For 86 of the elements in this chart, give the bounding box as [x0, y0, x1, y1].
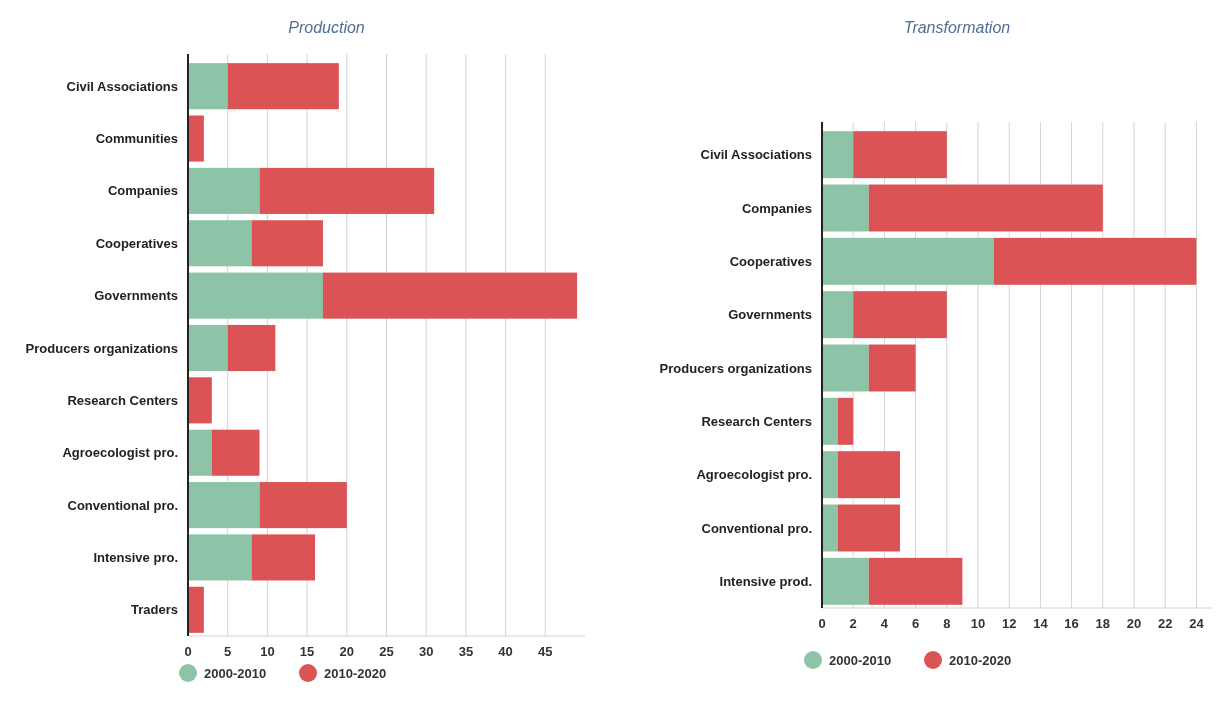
bar [188, 482, 260, 529]
x-tick-label: 20 [1126, 616, 1142, 631]
x-tick-label: 16 [1064, 616, 1079, 631]
x-tick-label: 35 [458, 644, 474, 659]
x-tick-label: 20 [339, 644, 355, 659]
bar [822, 291, 854, 339]
bar [837, 451, 900, 499]
bar [227, 324, 276, 372]
x-tick-label: 18 [1095, 616, 1111, 631]
bar [188, 220, 252, 267]
y-tick-label: Agroecologist pro. [696, 467, 812, 483]
y-tick-label: Research Centers [701, 413, 812, 429]
bar [822, 451, 838, 499]
x-tick-label: 0 [818, 616, 826, 631]
y-tick-label: Communities [95, 131, 178, 147]
bar [188, 115, 204, 162]
bar [188, 167, 260, 214]
x-tick-label: 40 [498, 644, 513, 659]
bar [868, 557, 963, 605]
y-tick-label: Research Centers [67, 392, 178, 408]
bar [211, 429, 260, 476]
x-tick-label: 10 [260, 644, 275, 659]
x-tick-label: 22 [1157, 616, 1173, 631]
x-tick-label: 5 [224, 644, 232, 659]
x-tick-label: 30 [418, 644, 434, 659]
y-tick-label: Conventional pro. [67, 497, 178, 513]
bar [188, 63, 228, 110]
x-tick-label: 12 [1001, 616, 1017, 631]
y-tick-label: Companies [107, 183, 178, 199]
bar [322, 272, 578, 319]
y-tick-label: Intensive prod. [719, 573, 812, 589]
bar [822, 504, 838, 552]
bar [868, 344, 916, 392]
x-tick-label: 14 [1033, 616, 1049, 631]
legend-label: 2010-2020 [324, 665, 387, 681]
bar [188, 586, 204, 633]
y-tick-label: Producers organizations [25, 340, 178, 356]
x-tick-label: 10 [970, 616, 986, 631]
bar [188, 534, 252, 581]
bar [259, 167, 435, 214]
bar [251, 534, 316, 581]
bar [188, 324, 228, 372]
bar [188, 377, 212, 424]
bar [259, 482, 347, 529]
bar [853, 131, 947, 179]
y-tick-label: Traders [131, 602, 178, 618]
bar [993, 237, 1197, 285]
bar [188, 429, 212, 476]
bar [251, 220, 323, 267]
x-tick-label: 25 [379, 644, 394, 659]
y-tick-label: Civil Associations [700, 147, 812, 163]
y-tick-label: Agroecologist pro. [62, 445, 178, 461]
bar [822, 344, 869, 392]
x-tick-label: 45 [538, 644, 553, 659]
y-tick-label: Companies [741, 200, 812, 216]
x-tick-label: 8 [943, 616, 951, 631]
y-tick-label: Producers organizations [659, 360, 812, 376]
y-tick-label: Conventional pro. [701, 520, 812, 536]
bar [822, 397, 838, 445]
bar [868, 184, 1103, 232]
y-tick-label: Civil Associations [66, 78, 178, 94]
chart-title: Production [288, 19, 365, 36]
y-tick-label: Cooperatives [95, 235, 178, 251]
y-tick-label: Governments [94, 288, 178, 304]
x-tick-label: 15 [299, 644, 315, 659]
chart-title: Transformation [903, 19, 1011, 36]
x-tick-label: 4 [880, 616, 889, 631]
bar [822, 557, 869, 605]
bar [837, 504, 900, 552]
legend-label: 2010-2020 [949, 652, 1012, 668]
y-tick-label: Governments [728, 307, 812, 323]
bar [227, 63, 339, 110]
y-tick-label: Intensive pro. [93, 550, 178, 565]
y-tick-label: Cooperatives [729, 253, 812, 269]
bar [822, 237, 994, 285]
bar [822, 184, 869, 232]
x-tick-label: 0 [184, 644, 192, 659]
bar [822, 131, 854, 179]
x-tick-label: 2 [849, 616, 857, 631]
legend-label: 2000-2010 [204, 665, 267, 681]
legend-label: 2000-2010 [829, 652, 892, 668]
x-tick-label: 24 [1189, 616, 1205, 631]
x-tick-label: 6 [911, 616, 920, 631]
bar [837, 397, 854, 445]
bar [188, 272, 323, 319]
bar [853, 291, 947, 339]
